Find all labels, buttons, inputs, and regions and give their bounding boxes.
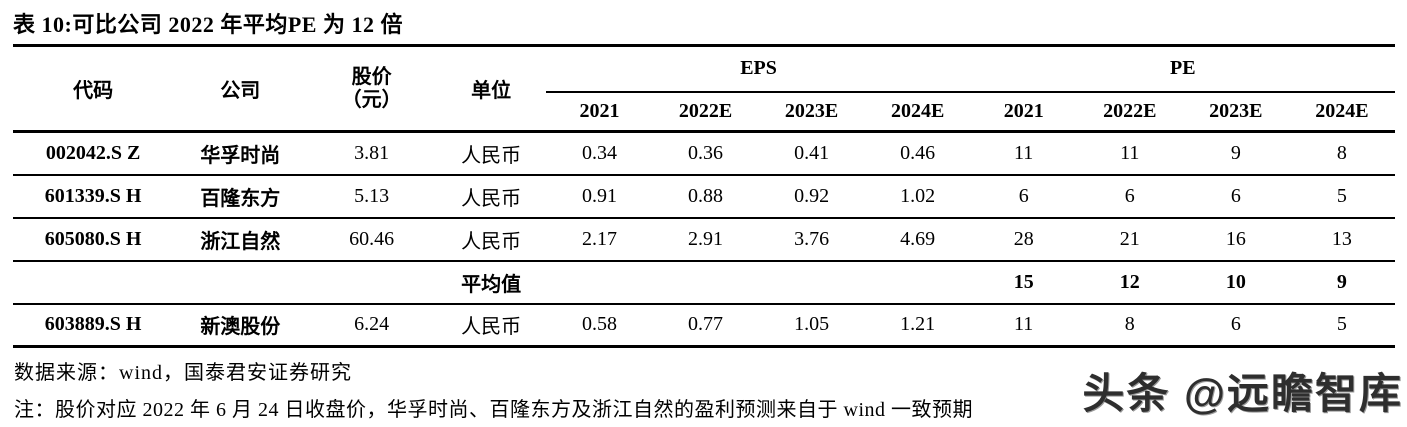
header-pe-group: PE bbox=[970, 45, 1395, 93]
cell-price: 60.46 bbox=[307, 216, 436, 261]
header-unit: 单位 bbox=[471, 80, 512, 102]
table-row: 603889.S H 新澳股份 6.24 人民币 0.58 0.77 1.05 … bbox=[13, 302, 1395, 347]
cell-price: 5.13 bbox=[307, 173, 436, 218]
cell-pe-2024e: 8 bbox=[1336, 141, 1347, 164]
cell-unit: 人民币 bbox=[461, 144, 522, 167]
cell-pe-2022e: 12 bbox=[1076, 259, 1183, 304]
cell-eps-2023e: 1.05 bbox=[758, 302, 865, 347]
cell-unit: 人民币 bbox=[435, 302, 547, 347]
cell-pe-2024e: 5 bbox=[1288, 302, 1395, 347]
cell-code: 605080.S H bbox=[13, 216, 174, 261]
cell-company: 浙江自然 bbox=[173, 216, 308, 261]
cell-price: 3.81 bbox=[354, 141, 390, 164]
year-header-row: 2021 2022E 2023E 2024E 2021 2022E 2023E … bbox=[13, 92, 1395, 132]
cell-price: 6.24 bbox=[307, 302, 436, 347]
header-pe-2022e: 2022E bbox=[1103, 99, 1157, 122]
cell-eps-2022e: 0.36 bbox=[688, 141, 723, 164]
cell-pe-2022e: 8 bbox=[1076, 302, 1183, 347]
cell-company bbox=[173, 259, 308, 304]
cell-eps-2022e: 0.88 bbox=[652, 173, 759, 218]
header-price-line1: 股价 bbox=[351, 65, 392, 88]
cell-pe-2023e: 9 bbox=[1230, 141, 1241, 164]
cell-eps-2022e: 2.91 bbox=[652, 216, 759, 261]
header-price: 股价 （元） bbox=[307, 46, 436, 132]
data-source-note: 数据来源：wind，国泰君安证券研究 bbox=[14, 362, 352, 384]
header-eps-2024e: 2024E bbox=[890, 99, 945, 122]
header-eps-2021: 2021 bbox=[579, 99, 620, 122]
header-company: 公司 bbox=[220, 80, 261, 102]
cell-pe-2023e: 10 bbox=[1182, 259, 1289, 304]
table-header: 代码 公司 股价 （元） 单位 EPS PE 2021 2022E 2023E … bbox=[13, 45, 1395, 132]
cell-eps-2024e: 1.02 bbox=[864, 173, 971, 218]
footnote: 注：股价对应 2022 年 6 月 24 日收盘价，华孚时尚、百隆东方及浙江自然… bbox=[14, 399, 973, 421]
average-row: 平均值 15 12 10 9 bbox=[13, 259, 1395, 304]
header-pe-2024e: 2024E bbox=[1315, 99, 1369, 122]
header-eps-2023e: 2023E bbox=[784, 99, 839, 122]
cell-pe-2023e: 6 bbox=[1182, 302, 1289, 347]
header-eps-group: EPS bbox=[546, 45, 971, 93]
cell-pe-2023e: 6 bbox=[1182, 173, 1289, 218]
cell-pe-2024e: 13 bbox=[1288, 216, 1395, 261]
cell-eps-2022e: 0.77 bbox=[652, 302, 759, 347]
cell-eps-2021: 0.58 bbox=[546, 302, 653, 347]
cell-pe-2021: 6 bbox=[970, 173, 1077, 218]
table-row: 605080.S H 浙江自然 60.46 人民币 2.17 2.91 3.76… bbox=[13, 216, 1395, 261]
cell-eps-2024e: 4.69 bbox=[864, 216, 971, 261]
watermark-toutiao-yuanzhan: 头条 @远瞻智库 bbox=[1082, 370, 1403, 417]
average-label: 平均值 bbox=[435, 259, 547, 304]
cell-eps-2023e: 3.76 bbox=[758, 216, 865, 261]
table-title: 表 10:可比公司 2022 年平均PE 为 12 倍 bbox=[13, 12, 403, 37]
table-row: 601339.S H 百隆东方 5.13 人民币 0.91 0.88 0.92 … bbox=[13, 173, 1395, 218]
header-price-line2: （元） bbox=[341, 88, 402, 111]
cell-pe-2021: 28 bbox=[970, 216, 1077, 261]
table-row: 002042.S Z 华孚时尚 3.81 人民币 0.34 0.36 0.41 … bbox=[13, 132, 1395, 175]
cell-code: 603889.S H bbox=[13, 302, 174, 347]
header-pe-2023e: 2023E bbox=[1209, 99, 1263, 122]
cell-price bbox=[307, 259, 436, 304]
header-code: 代码 bbox=[73, 80, 114, 102]
group-header-row: 代码 公司 股价 （元） 单位 EPS PE bbox=[13, 45, 1395, 111]
cell-eps-2023e bbox=[758, 259, 865, 304]
header-pe-2021: 2021 bbox=[1003, 99, 1044, 122]
cell-eps-2023e: 0.41 bbox=[794, 141, 830, 164]
cell-eps-2021: 0.91 bbox=[546, 173, 653, 218]
cell-pe-2021: 15 bbox=[970, 259, 1077, 304]
cell-eps-2024e bbox=[864, 259, 971, 304]
cell-pe-2022e: 6 bbox=[1076, 173, 1183, 218]
cell-pe-2024e: 9 bbox=[1288, 259, 1395, 304]
cell-company: 新澳股份 bbox=[173, 302, 308, 347]
cell-eps-2021: 2.17 bbox=[546, 216, 653, 261]
cell-eps-2022e bbox=[652, 259, 759, 304]
cell-pe-2021: 11 bbox=[1014, 141, 1034, 164]
cell-code bbox=[13, 259, 174, 304]
cell-company: 华孚时尚 bbox=[200, 144, 281, 167]
cell-eps-2021: 0.34 bbox=[581, 141, 617, 164]
cell-code: 002042.S Z bbox=[45, 141, 141, 164]
cell-pe-2022e: 21 bbox=[1076, 216, 1183, 261]
cell-pe-2023e: 16 bbox=[1182, 216, 1289, 261]
cell-pe-2022e: 11 bbox=[1120, 141, 1140, 164]
cell-eps-2024e: 0.46 bbox=[900, 141, 936, 164]
table-body: 002042.S Z 华孚时尚 3.81 人民币 0.34 0.36 0.41 … bbox=[13, 132, 1395, 347]
cell-eps-2023e: 0.92 bbox=[758, 173, 865, 218]
cell-eps-2024e: 1.21 bbox=[864, 302, 971, 347]
cell-code: 601339.S H bbox=[13, 173, 174, 218]
cell-company: 百隆东方 bbox=[173, 173, 308, 218]
cell-unit: 人民币 bbox=[435, 216, 547, 261]
cell-unit: 人民币 bbox=[435, 173, 547, 218]
header-eps-2022e: 2022E bbox=[678, 99, 733, 122]
cell-pe-2021: 11 bbox=[970, 302, 1077, 347]
cell-pe-2024e: 5 bbox=[1288, 173, 1395, 218]
comparable-companies-table: 代码 公司 股价 （元） 单位 EPS PE 2021 2022E 2023E … bbox=[13, 44, 1395, 348]
cell-eps-2021 bbox=[546, 259, 653, 304]
